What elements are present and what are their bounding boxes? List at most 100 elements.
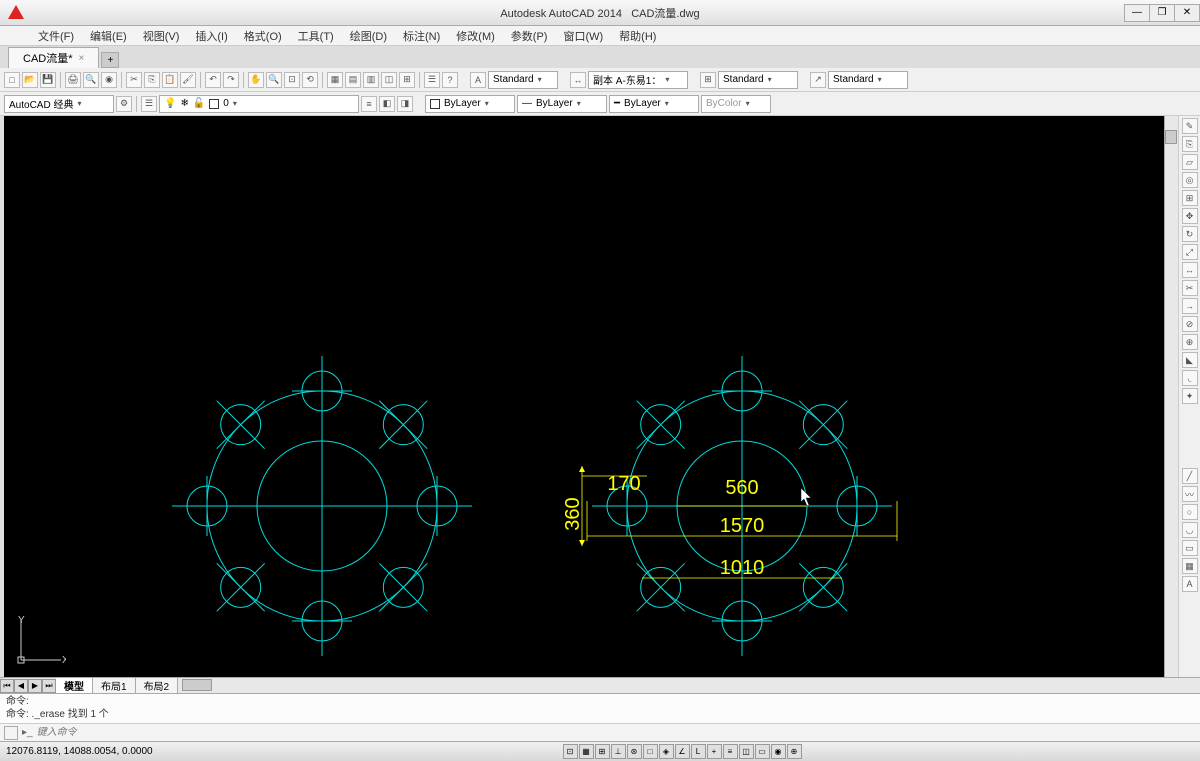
workspace-dropdown[interactable]: AutoCAD 经典	[4, 95, 114, 113]
layer-tool3-icon[interactable]: ◨	[397, 96, 413, 112]
hscroll-thumb[interactable]	[182, 679, 212, 691]
status-otrack-icon[interactable]: ∠	[675, 744, 690, 759]
zoom-rt-icon[interactable]: 🔍	[266, 72, 282, 88]
tool1-icon[interactable]: ▦	[327, 72, 343, 88]
tool5-icon[interactable]: ⊞	[399, 72, 415, 88]
layer-tool1-icon[interactable]: ≡	[361, 96, 377, 112]
new-tab-button[interactable]: +	[101, 52, 119, 68]
lineweight-dropdown[interactable]: ━ByLayer	[609, 95, 699, 113]
minimize-button[interactable]: —	[1124, 4, 1150, 22]
status-dyn-icon[interactable]: +	[707, 744, 722, 759]
plotstyle-dropdown[interactable]: ByColor	[701, 95, 771, 113]
mod-mirror-icon[interactable]: ▱	[1182, 154, 1198, 170]
publish-icon[interactable]: ◉	[101, 72, 117, 88]
cut-icon[interactable]: ✂	[126, 72, 142, 88]
menu-draw[interactable]: 绘图(D)	[342, 26, 395, 45]
zoom-prev-icon[interactable]: ⟲	[302, 72, 318, 88]
status-ortho-icon[interactable]: ⊥	[611, 744, 626, 759]
status-polar-icon[interactable]: ⊛	[627, 744, 642, 759]
menu-window[interactable]: 窗口(W)	[555, 26, 611, 45]
pan-icon[interactable]: ✋	[248, 72, 264, 88]
draw-pline-icon[interactable]: 〰	[1182, 486, 1198, 502]
coordinates-display[interactable]: 12076.8119, 14088.0054, 0.0000	[6, 746, 166, 757]
help-icon[interactable]: ?	[442, 72, 458, 88]
mleaderstyle-icon[interactable]: ↗	[810, 72, 826, 88]
status-qp-icon[interactable]: ▭	[755, 744, 770, 759]
layout-nav-last[interactable]: ⏭	[42, 679, 56, 693]
tablestyle-icon[interactable]: ⊞	[700, 72, 716, 88]
mod-break-icon[interactable]: ⊘	[1182, 316, 1198, 332]
layout-tab-1[interactable]: 布局1	[93, 678, 136, 693]
document-tab-close-icon[interactable]: ×	[79, 53, 85, 64]
new-icon[interactable]: □	[4, 72, 20, 88]
menu-parametric[interactable]: 参数(P)	[503, 26, 556, 45]
menu-dimension[interactable]: 标注(N)	[395, 26, 448, 45]
menu-view[interactable]: 视图(V)	[135, 26, 188, 45]
mod-copy-icon[interactable]: ⎘	[1182, 136, 1198, 152]
maximize-button[interactable]: ❐	[1149, 4, 1175, 22]
mod-array-icon[interactable]: ⊞	[1182, 190, 1198, 206]
copy-icon[interactable]: ⎘	[144, 72, 160, 88]
mod-explode-icon[interactable]: ✦	[1182, 388, 1198, 404]
mod-join-icon[interactable]: ⊕	[1182, 334, 1198, 350]
undo-icon[interactable]: ↶	[205, 72, 221, 88]
vertical-scrollbar[interactable]	[1164, 116, 1178, 677]
dimstyle-icon[interactable]: ↔	[570, 72, 586, 88]
draw-arc-icon[interactable]: ◡	[1182, 522, 1198, 538]
mod-stretch-icon[interactable]: ↔	[1182, 262, 1198, 278]
layout-tab-2[interactable]: 布局2	[136, 678, 179, 693]
mleader-style-dropdown[interactable]: Standard	[828, 71, 908, 89]
tool4-icon[interactable]: ◫	[381, 72, 397, 88]
status-osnap-icon[interactable]: □	[643, 744, 658, 759]
dim-style-dropdown[interactable]: 副本 A-东易1：	[588, 71, 688, 89]
layout-nav-first[interactable]: ⏮	[0, 679, 14, 693]
draw-rect-icon[interactable]: ▭	[1182, 540, 1198, 556]
layout-nav-next[interactable]: ▶	[28, 679, 42, 693]
draw-line-icon[interactable]: ╱	[1182, 468, 1198, 484]
print-icon[interactable]: 🖨	[65, 72, 81, 88]
layer-tool2-icon[interactable]: ◧	[379, 96, 395, 112]
command-input[interactable]	[37, 727, 1196, 738]
mod-erase-icon[interactable]: ✎	[1182, 118, 1198, 134]
preview-icon[interactable]: 🔍	[83, 72, 99, 88]
tool2-icon[interactable]: ▤	[345, 72, 361, 88]
layer-prop-icon[interactable]: ☰	[141, 96, 157, 112]
draw-hatch-icon[interactable]: ▦	[1182, 558, 1198, 574]
status-snap-icon[interactable]: ▦	[579, 744, 594, 759]
mod-scale-icon[interactable]: ⤢	[1182, 244, 1198, 260]
matchprop-icon[interactable]: 🖌	[180, 72, 196, 88]
menu-help[interactable]: 帮助(H)	[611, 26, 664, 45]
menu-format[interactable]: 格式(O)	[236, 26, 290, 45]
table-style-dropdown[interactable]: Standard	[718, 71, 798, 89]
zoom-win-icon[interactable]: ⊡	[284, 72, 300, 88]
paste-icon[interactable]: 📋	[162, 72, 178, 88]
menu-edit[interactable]: 编辑(E)	[82, 26, 135, 45]
document-tab[interactable]: CAD流量* ×	[8, 47, 99, 68]
menu-insert[interactable]: 插入(I)	[187, 26, 235, 45]
mod-fillet-icon[interactable]: ◟	[1182, 370, 1198, 386]
open-icon[interactable]: 📂	[22, 72, 38, 88]
menu-tools[interactable]: 工具(T)	[290, 26, 342, 45]
drawing-canvas[interactable]: 17036056015701010 X Y	[4, 116, 1164, 677]
color-dropdown[interactable]: ByLayer	[425, 95, 515, 113]
tool3-icon[interactable]: ▥	[363, 72, 379, 88]
mod-extend-icon[interactable]: →	[1182, 298, 1198, 314]
status-ducs-icon[interactable]: L	[691, 744, 706, 759]
mod-offset-icon[interactable]: ◎	[1182, 172, 1198, 188]
mod-trim-icon[interactable]: ✂	[1182, 280, 1198, 296]
layer-dropdown[interactable]: 💡 ❄ 🔓 0	[159, 95, 359, 113]
menu-file[interactable]: 文件(F)	[30, 26, 82, 45]
mod-rotate-icon[interactable]: ↻	[1182, 226, 1198, 242]
status-lwt-icon[interactable]: ≡	[723, 744, 738, 759]
redo-icon[interactable]: ↷	[223, 72, 239, 88]
mod-chamfer-icon[interactable]: ◣	[1182, 352, 1198, 368]
draw-text-icon[interactable]: A	[1182, 576, 1198, 592]
linetype-dropdown[interactable]: —ByLayer	[517, 95, 607, 113]
tool6-icon[interactable]: ☰	[424, 72, 440, 88]
status-sc-icon[interactable]: ◉	[771, 744, 786, 759]
draw-circle-icon[interactable]: ○	[1182, 504, 1198, 520]
close-button[interactable]: ✕	[1174, 4, 1200, 22]
vscroll-thumb[interactable]	[1165, 130, 1177, 144]
menu-modify[interactable]: 修改(M)	[448, 26, 503, 45]
textstyle-icon[interactable]: A	[470, 72, 486, 88]
